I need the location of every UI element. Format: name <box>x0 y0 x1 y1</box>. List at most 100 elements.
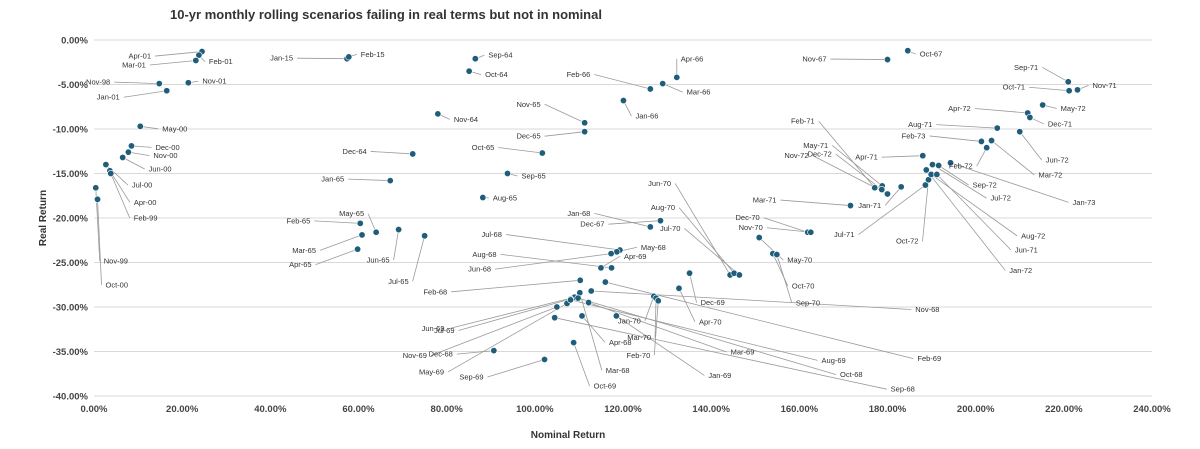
y-axis-title: Real Return <box>38 190 49 246</box>
data-point <box>372 228 380 236</box>
leader-line <box>581 315 606 343</box>
data-point <box>570 339 578 347</box>
data-label: Nov-98 <box>86 78 110 87</box>
data-point <box>646 223 654 231</box>
data-point <box>541 356 549 364</box>
leader-line <box>588 302 727 353</box>
leader-lines <box>95 50 1089 390</box>
data-point <box>421 232 429 240</box>
x-tick-label: 140.00% <box>692 404 730 415</box>
data-point <box>897 183 905 191</box>
data-point <box>846 202 854 210</box>
data-point <box>919 152 927 160</box>
data-label: Feb-15 <box>361 50 385 59</box>
data-point <box>553 303 561 311</box>
data-point <box>585 299 593 307</box>
leader-line <box>830 58 888 60</box>
leader-line <box>110 173 131 219</box>
data-label: May-65 <box>339 209 364 218</box>
data-point <box>977 137 985 145</box>
data-point <box>581 119 589 127</box>
data-point <box>136 122 144 130</box>
data-label: Feb-68 <box>423 287 447 296</box>
x-axis-title: Nominal Return <box>531 430 605 441</box>
leader-line <box>594 213 651 228</box>
data-point <box>471 55 479 63</box>
data-point <box>646 85 654 93</box>
data-label: Jan-01 <box>97 93 120 102</box>
data-point <box>395 226 403 234</box>
leader-line <box>487 359 545 378</box>
leader-line <box>644 296 655 321</box>
data-label: Feb-71 <box>791 117 815 126</box>
data-point <box>608 264 616 272</box>
data-point <box>1016 128 1024 136</box>
leader-line <box>544 131 585 137</box>
leader-line <box>858 184 926 235</box>
leader-line <box>448 296 575 330</box>
leader-line <box>370 151 413 155</box>
data-point <box>94 195 102 203</box>
leader-line <box>976 147 988 167</box>
data-label: Feb-69 <box>917 354 941 363</box>
leader-line <box>149 60 196 66</box>
leader-line <box>577 297 837 375</box>
data-point <box>354 245 362 253</box>
data-point <box>119 153 127 161</box>
data-label: Aug-69 <box>822 356 846 365</box>
x-tick-label: 120.00% <box>604 404 642 415</box>
leader-line <box>579 292 603 371</box>
leader-line <box>348 178 391 182</box>
data-point <box>538 149 546 157</box>
x-tick-label: 240.00% <box>1133 404 1171 415</box>
leader-line <box>393 229 400 261</box>
data-label: Dec-67 <box>580 220 604 229</box>
y-tick-label: -15.00% <box>53 169 89 180</box>
data-point <box>675 284 683 292</box>
data-label: Sep-72 <box>973 180 997 189</box>
data-point <box>434 110 442 118</box>
data-label: Sep-68 <box>891 385 915 394</box>
x-tick-label: 60.00% <box>342 404 375 415</box>
data-point <box>102 161 110 169</box>
data-label: Mar-69 <box>731 348 755 357</box>
data-point <box>576 276 584 284</box>
leader-line <box>447 303 568 373</box>
leader-line <box>315 248 358 266</box>
data-label: Jan-71 <box>858 201 881 210</box>
data-point <box>386 177 394 185</box>
data-point <box>578 312 586 320</box>
data-label: Dec-64 <box>343 147 367 156</box>
data-labels: Apr-01 Feb-01 Mar-01 Nov-01 Nov-98 Jan-01 May-… <box>86 50 1117 394</box>
data-label: Aug-68 <box>472 250 496 259</box>
leader-line <box>498 147 543 154</box>
data-label: Jan-65 <box>321 175 344 184</box>
x-tick-label: 160.00% <box>781 404 819 415</box>
data-label: May-68 <box>641 243 666 252</box>
data-point <box>465 67 473 75</box>
data-label: Oct-68 <box>840 370 863 379</box>
data-label: Jun-65 <box>367 256 390 265</box>
leader-line <box>297 57 348 60</box>
data-label: Jun-00 <box>149 164 172 173</box>
data-label: Aug-71 <box>908 120 932 129</box>
data-label: Mar-70 <box>627 333 651 342</box>
data-point <box>619 97 627 105</box>
data-label: May-71 <box>803 141 828 150</box>
data-point <box>92 184 100 192</box>
data-label: Jul-65 <box>388 277 408 286</box>
data-point <box>659 80 667 88</box>
data-label: Mar-72 <box>1039 171 1063 180</box>
data-point <box>1065 87 1073 95</box>
leader-line <box>930 174 1018 237</box>
leader-line <box>678 288 696 322</box>
chart-title: 10-yr monthly rolling scenarios failing … <box>170 7 602 22</box>
leader-line <box>608 220 661 225</box>
data-label: Oct-67 <box>920 50 943 59</box>
leader-line <box>314 220 361 224</box>
leader-line <box>654 298 657 338</box>
leader-line <box>772 253 789 287</box>
data-label: Feb-73 <box>902 131 926 140</box>
leader-line <box>763 217 808 233</box>
